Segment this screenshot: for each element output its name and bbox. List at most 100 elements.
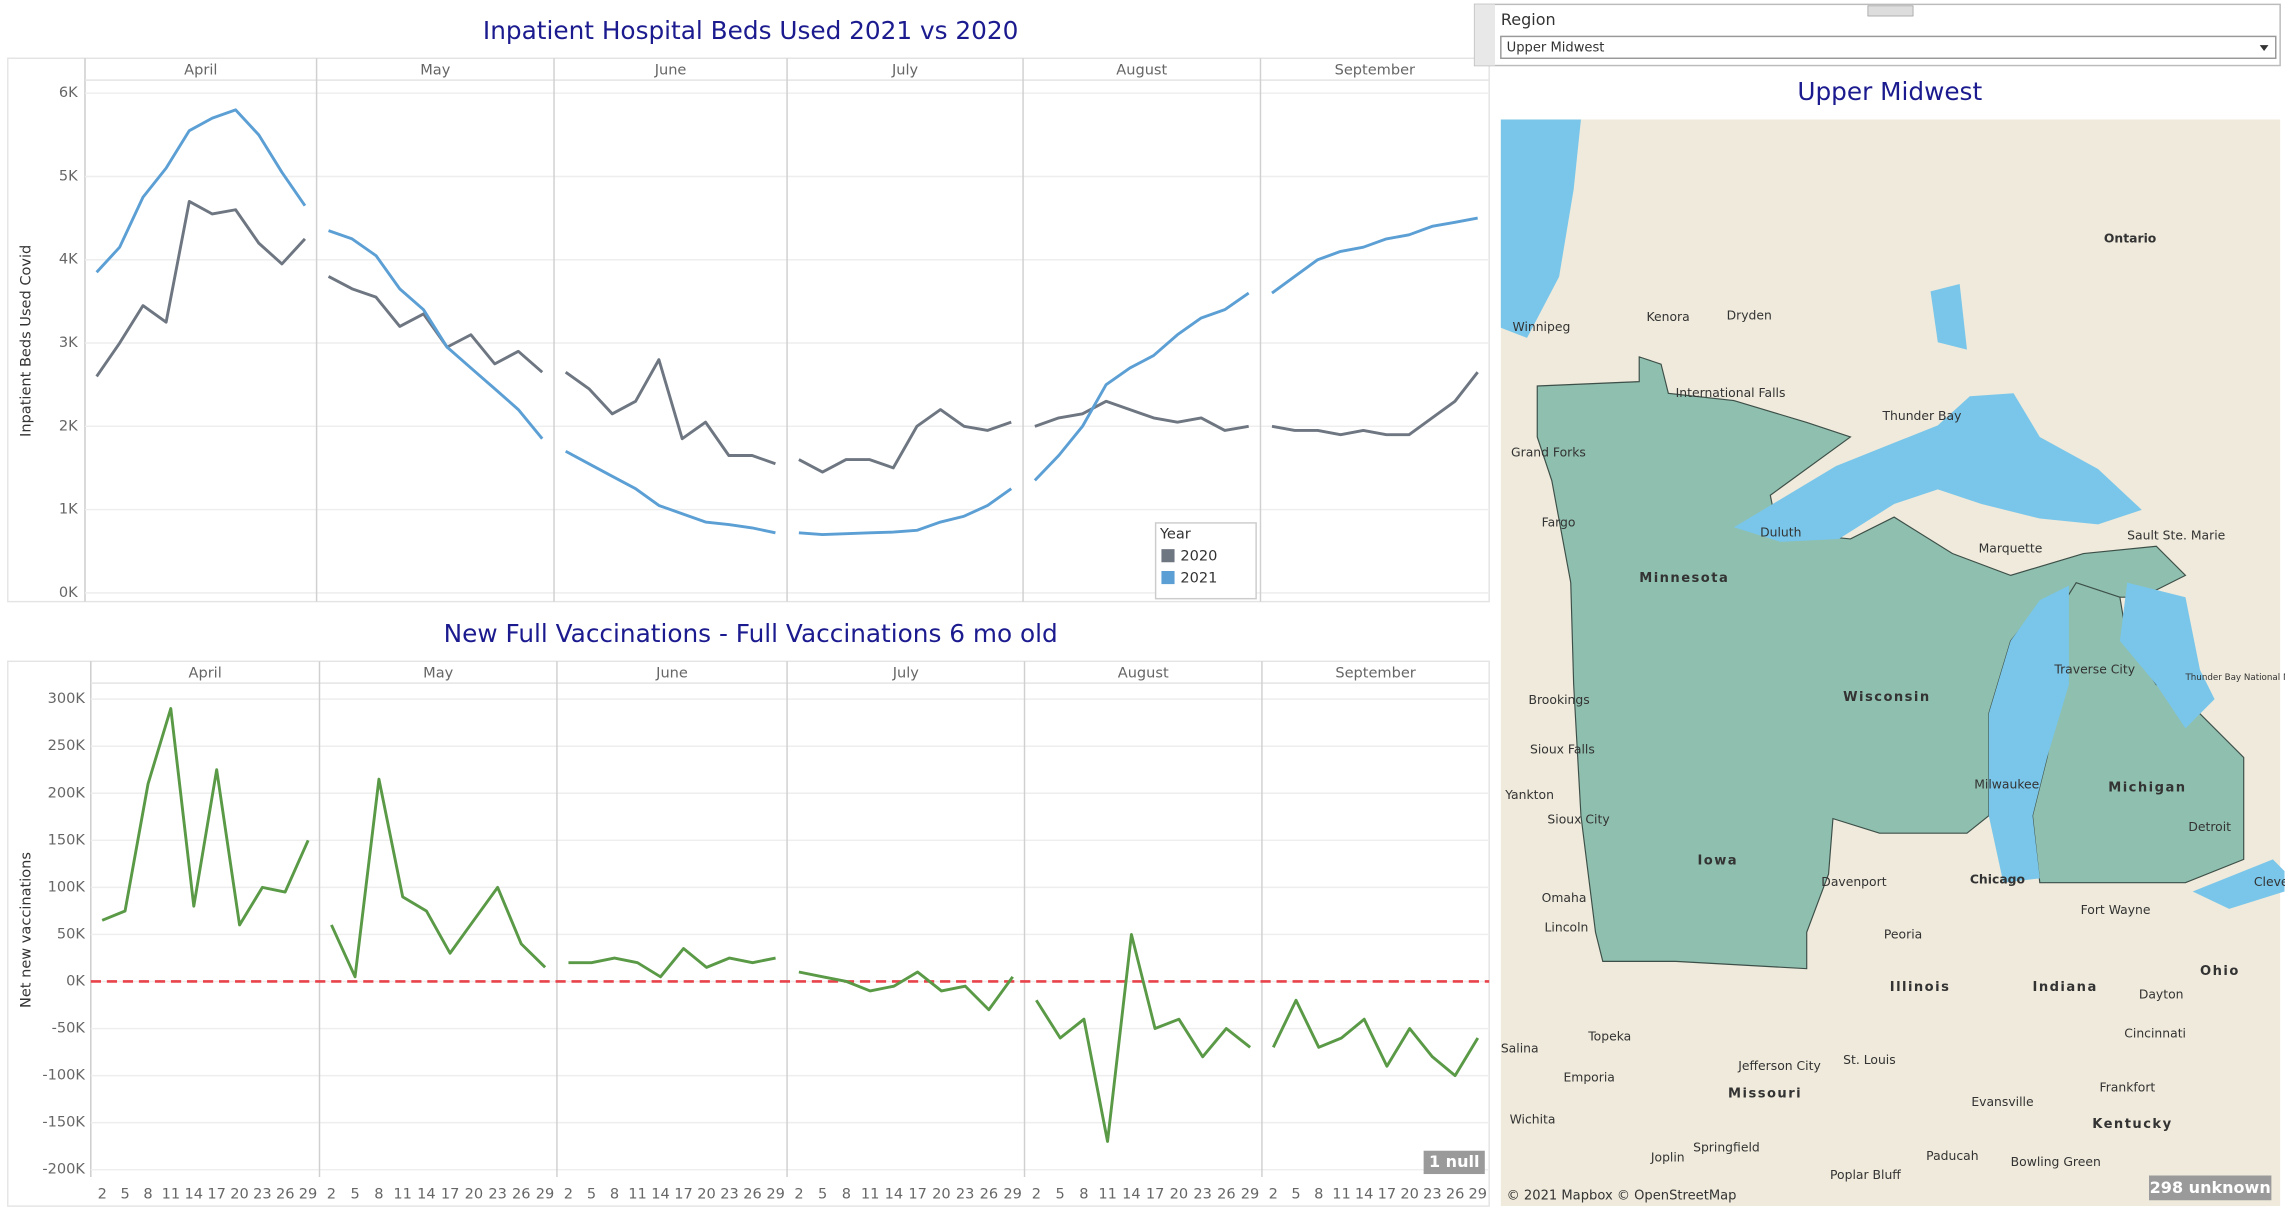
map-label: Thunder Bay National Marine Sanctuary: [2184, 673, 2285, 683]
map-label: Davenport: [1821, 875, 1886, 889]
legend-swatch: [1161, 549, 1175, 563]
x-tick-label: 5: [587, 1185, 596, 1202]
x-tick-label: 26: [276, 1185, 295, 1202]
month-label: June: [654, 62, 687, 79]
x-tick-label: 17: [441, 1185, 460, 1202]
map-label: Duluth: [1760, 526, 1801, 540]
dropdown-value: Upper Midwest: [1507, 41, 1605, 56]
unknown-badge-text: 298 unknown: [2150, 1178, 2271, 1197]
map-label: Ohio: [2200, 964, 2240, 979]
lake-erie: [2192, 859, 2285, 909]
x-tick-label: 5: [120, 1185, 129, 1202]
series-line: [798, 487, 1013, 537]
x-tick-label: 17: [674, 1185, 693, 1202]
x-tick-label: 14: [1355, 1185, 1374, 1202]
map-label: St. Louis: [1843, 1053, 1896, 1067]
series-line: [564, 358, 776, 466]
series-line: [568, 947, 776, 979]
x-tick-label: 2: [98, 1185, 107, 1202]
map-label: Chicago: [1970, 872, 2025, 886]
y-tick-label: 200K: [48, 784, 86, 801]
map-label: Winnipeg: [1512, 320, 1570, 334]
month-label: September: [1335, 665, 1415, 682]
x-tick-label: 26: [1217, 1185, 1236, 1202]
x-tick-label: 8: [610, 1185, 619, 1202]
x-tick-label: 26: [512, 1185, 531, 1202]
map-label: Michigan: [2108, 781, 2186, 796]
month-label: May: [420, 62, 450, 79]
chart-title: Inpatient Hospital Beds Used 2021 vs 202…: [483, 16, 1019, 45]
series-line: [1271, 998, 1480, 1078]
x-tick-label: 26: [980, 1185, 999, 1202]
x-tick-label: 20: [465, 1185, 484, 1202]
x-tick-label: 11: [628, 1185, 647, 1202]
y-tick-label: -100K: [42, 1067, 85, 1084]
x-tick-label: 11: [1332, 1185, 1351, 1202]
map-label: Bowling Green: [2011, 1155, 2101, 1169]
y-tick-label: 100K: [48, 878, 86, 895]
x-tick-label: 29: [1003, 1185, 1022, 1202]
x-tick-label: 17: [207, 1185, 226, 1202]
legend-label: 2021: [1180, 569, 1217, 586]
map-label: Frankfort: [2100, 1081, 2156, 1095]
x-tick-label: 17: [1378, 1185, 1397, 1202]
bottom-chart-frame: [7, 660, 1490, 1207]
map-title: Upper Midwest: [1797, 77, 1982, 106]
map-label: Peoria: [1884, 928, 1922, 942]
x-tick-label: 29: [766, 1185, 785, 1202]
x-tick-label: 23: [1193, 1185, 1212, 1202]
legend-swatch: [1161, 570, 1175, 585]
map-label: Cleve: [2254, 875, 2285, 889]
map-label: Sault Ste. Marie: [2127, 529, 2225, 543]
x-tick-label: 29: [299, 1185, 318, 1202]
map-label: Wisconsin: [1843, 690, 1931, 705]
x-tick-label: 5: [1291, 1185, 1300, 1202]
map-label: Joplin: [1650, 1151, 1685, 1165]
map-label: Emporia: [1563, 1070, 1614, 1084]
map-label: Missouri: [1728, 1086, 1802, 1101]
map-label: Dayton: [2139, 987, 2184, 1001]
x-tick-label: 14: [417, 1185, 436, 1202]
x-tick-label: 11: [162, 1185, 181, 1202]
month-label: April: [189, 665, 222, 682]
month-label: June: [655, 665, 688, 682]
y-tick-label: 6K: [59, 84, 78, 101]
region-dropdown[interactable]: [1500, 35, 2277, 59]
y-tick-label: -50K: [52, 1020, 86, 1037]
y-axis-label: Net new vaccinations: [18, 852, 35, 1008]
map-attribution: © 2021 Mapbox © OpenStreetMap: [1507, 1188, 1737, 1203]
x-tick-label: 29: [1241, 1185, 1260, 1202]
drag-handle[interactable]: [1867, 5, 1914, 17]
map-label: Jefferson City: [1737, 1059, 1821, 1073]
map-label: Thunder Bay: [1881, 409, 1961, 423]
unknown-badge: [2149, 1175, 2272, 1201]
map-label: Omaha: [1542, 891, 1587, 905]
series-line: [1034, 399, 1249, 432]
map-label: Brookings: [1529, 693, 1590, 707]
x-tick-label: 23: [253, 1185, 272, 1202]
series-line: [798, 970, 1014, 1012]
filter-label: Region: [1501, 10, 1556, 29]
x-tick-label: 23: [956, 1185, 975, 1202]
lake: [1500, 119, 1581, 338]
y-tick-label: 300K: [48, 690, 86, 707]
y-tick-label: 0K: [66, 972, 85, 989]
dropdown-arrow[interactable]: [2259, 45, 2269, 51]
map-label: Salina: [1501, 1041, 1539, 1055]
x-tick-label: 8: [1314, 1185, 1323, 1202]
map-label: Detroit: [2188, 820, 2231, 834]
x-tick-label: 14: [885, 1185, 904, 1202]
y-tick-label: -150K: [42, 1114, 85, 1131]
month-label: September: [1335, 62, 1415, 79]
series-line: [798, 408, 1012, 474]
chart-title: New Full Vaccinations - Full Vaccination…: [444, 619, 1058, 648]
map-label: Evansville: [1971, 1095, 2033, 1109]
x-tick-label: 20: [1170, 1185, 1189, 1202]
x-tick-label: 20: [230, 1185, 249, 1202]
map-label: Springfield: [1693, 1140, 1760, 1154]
filter-toolbar[interactable]: [1474, 4, 1496, 66]
month-label: July: [891, 62, 919, 79]
y-tick-label: 5K: [59, 167, 78, 184]
map-label: Indiana: [2032, 980, 2097, 995]
